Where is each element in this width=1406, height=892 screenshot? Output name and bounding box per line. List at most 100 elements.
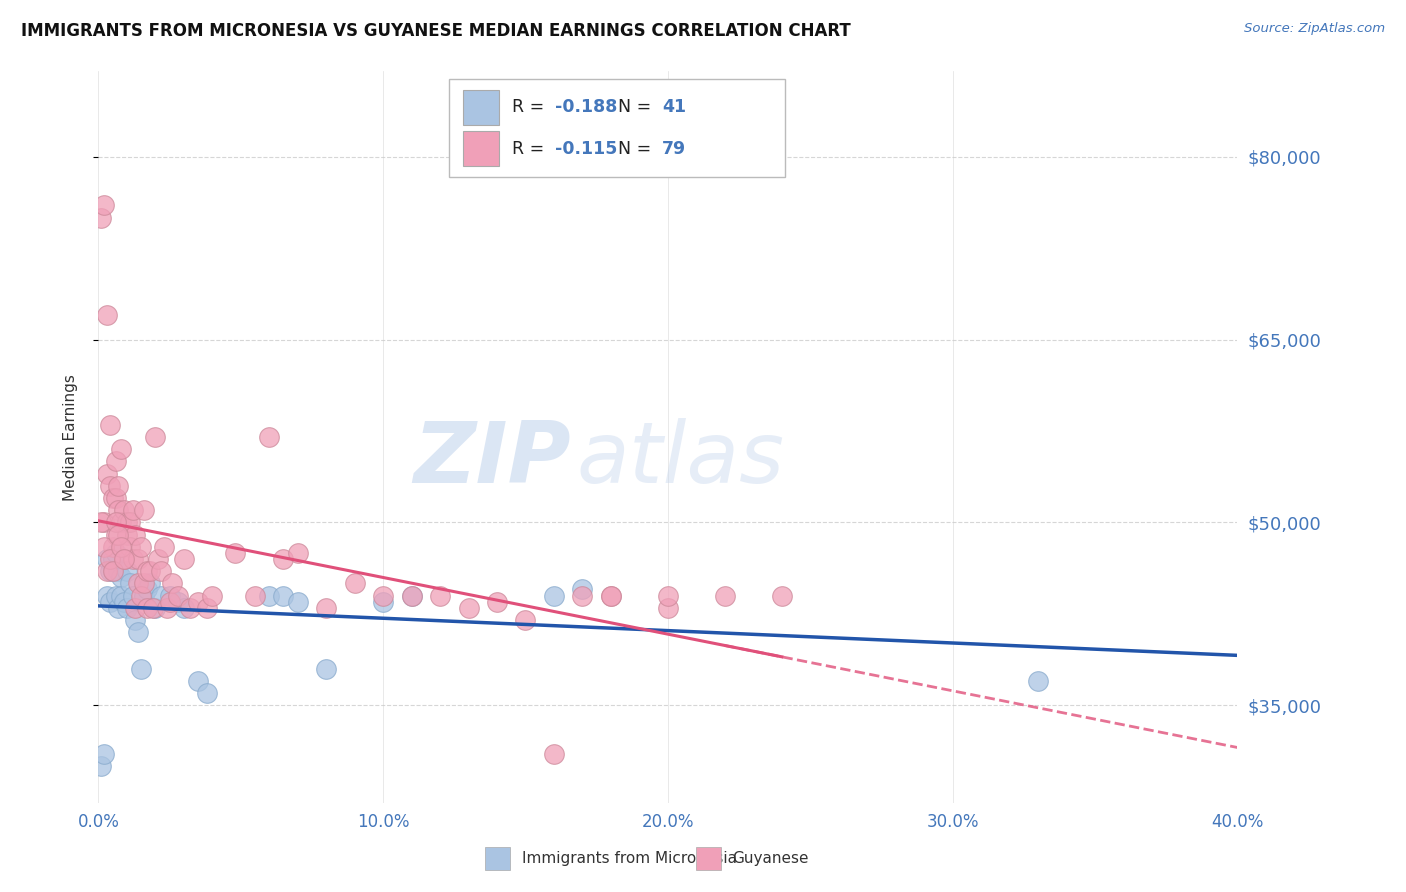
Point <box>110 540 132 554</box>
Point <box>101 552 124 566</box>
Point <box>150 589 173 603</box>
Point <box>93 747 115 761</box>
Point <box>657 589 679 603</box>
Point <box>104 454 127 468</box>
Point <box>101 564 124 578</box>
Point <box>98 552 121 566</box>
Point <box>145 430 167 444</box>
Point <box>600 589 623 603</box>
Point <box>107 527 129 541</box>
Text: 79: 79 <box>662 140 686 158</box>
Point <box>127 576 149 591</box>
Text: N =: N = <box>617 140 657 158</box>
Point <box>107 503 129 517</box>
Point <box>107 479 129 493</box>
Point <box>96 552 118 566</box>
Point <box>93 198 115 212</box>
Point <box>98 479 121 493</box>
Point <box>112 552 135 566</box>
Point <box>657 600 679 615</box>
Point <box>287 595 309 609</box>
Point <box>101 540 124 554</box>
Point <box>104 527 127 541</box>
Point <box>571 582 593 597</box>
Text: atlas: atlas <box>576 417 785 500</box>
Point <box>124 527 146 541</box>
Point <box>118 516 141 530</box>
Point <box>315 662 337 676</box>
Point <box>96 589 118 603</box>
Point <box>273 589 295 603</box>
Point <box>315 600 337 615</box>
Point <box>429 589 451 603</box>
Point <box>90 516 112 530</box>
Point <box>224 546 246 560</box>
Text: -0.115: -0.115 <box>555 140 617 158</box>
Point <box>287 546 309 560</box>
FancyBboxPatch shape <box>449 78 785 178</box>
Text: Immigrants from Micronesia: Immigrants from Micronesia <box>522 851 737 866</box>
Y-axis label: Median Earnings: Median Earnings <box>63 374 77 500</box>
Point <box>107 564 129 578</box>
Point <box>373 589 395 603</box>
Point <box>104 516 127 530</box>
Text: -0.188: -0.188 <box>555 98 617 116</box>
Point <box>243 589 266 603</box>
Point <box>112 503 135 517</box>
Point <box>159 589 181 603</box>
Point <box>543 747 565 761</box>
Point <box>135 600 157 615</box>
Point <box>148 552 170 566</box>
Point <box>104 546 127 560</box>
Point <box>138 564 160 578</box>
Point <box>101 564 124 578</box>
Point <box>201 589 224 603</box>
Text: Source: ZipAtlas.com: Source: ZipAtlas.com <box>1244 22 1385 36</box>
Point <box>110 516 132 530</box>
Point <box>118 576 141 591</box>
Point <box>101 491 124 505</box>
Point <box>121 589 143 603</box>
Point <box>110 589 132 603</box>
Point <box>401 589 423 603</box>
Point <box>571 589 593 603</box>
Text: R =: R = <box>512 98 550 116</box>
Point <box>714 589 737 603</box>
Point <box>138 576 160 591</box>
Text: IMMIGRANTS FROM MICRONESIA VS GUYANESE MEDIAN EARNINGS CORRELATION CHART: IMMIGRANTS FROM MICRONESIA VS GUYANESE M… <box>21 22 851 40</box>
Point <box>167 595 190 609</box>
Text: N =: N = <box>617 98 657 116</box>
Point <box>167 589 190 603</box>
Point <box>124 600 146 615</box>
Point <box>159 595 181 609</box>
Point <box>127 625 149 640</box>
Point <box>93 540 115 554</box>
Point <box>173 552 195 566</box>
Point <box>98 595 121 609</box>
Point <box>112 552 135 566</box>
Point <box>121 552 143 566</box>
Point <box>127 552 149 566</box>
Point <box>770 589 793 603</box>
Point <box>273 552 295 566</box>
Point <box>129 589 152 603</box>
Point <box>132 576 155 591</box>
Point <box>90 211 112 225</box>
Point <box>150 564 173 578</box>
Point <box>187 673 209 688</box>
Point <box>129 662 152 676</box>
Point <box>543 589 565 603</box>
Point <box>156 600 179 615</box>
Point <box>162 576 184 591</box>
Point <box>115 516 138 530</box>
Point <box>132 503 155 517</box>
Point <box>110 570 132 584</box>
Point <box>107 600 129 615</box>
Point <box>96 308 118 322</box>
Point <box>124 613 146 627</box>
Point <box>195 600 218 615</box>
Point <box>93 516 115 530</box>
Point <box>173 600 195 615</box>
Point <box>179 600 201 615</box>
Point <box>259 430 281 444</box>
